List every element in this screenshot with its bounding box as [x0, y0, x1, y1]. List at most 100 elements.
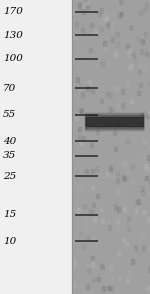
Bar: [82, 9, 85, 14]
Bar: [130, 98, 133, 103]
Bar: [75, 116, 78, 120]
Bar: [109, 124, 112, 128]
Bar: [79, 232, 82, 236]
Bar: [116, 42, 119, 47]
Bar: [79, 53, 82, 57]
Bar: [74, 35, 77, 39]
Bar: [147, 81, 150, 85]
Bar: [128, 26, 131, 31]
Bar: [126, 169, 129, 174]
Bar: [91, 211, 94, 215]
Bar: [75, 22, 78, 27]
Bar: [147, 155, 150, 160]
Bar: [92, 278, 94, 283]
Bar: [116, 120, 119, 125]
Bar: [117, 207, 120, 212]
Bar: [119, 127, 122, 131]
Bar: [123, 176, 126, 181]
Bar: [132, 52, 135, 57]
Bar: [74, 258, 77, 262]
Bar: [137, 91, 140, 95]
Bar: [118, 13, 121, 18]
Bar: [126, 44, 129, 48]
Bar: [75, 207, 78, 212]
Bar: [98, 15, 101, 19]
Bar: [134, 210, 137, 214]
Bar: [99, 263, 102, 267]
Bar: [82, 245, 85, 249]
Bar: [110, 166, 112, 170]
FancyBboxPatch shape: [86, 117, 143, 127]
Bar: [117, 252, 120, 256]
Bar: [147, 216, 150, 220]
Bar: [149, 218, 150, 223]
Bar: [81, 92, 84, 96]
Bar: [144, 52, 147, 56]
Bar: [141, 213, 144, 217]
Bar: [117, 104, 120, 108]
Bar: [92, 278, 95, 282]
Bar: [123, 161, 126, 166]
Bar: [96, 130, 99, 134]
Bar: [142, 246, 145, 251]
Bar: [130, 64, 133, 69]
Bar: [138, 64, 141, 68]
Bar: [114, 52, 117, 57]
Bar: [94, 30, 97, 34]
Bar: [97, 277, 100, 281]
Bar: [122, 122, 125, 126]
Bar: [131, 178, 134, 183]
Bar: [80, 109, 83, 113]
Text: 100: 100: [3, 54, 23, 63]
Bar: [78, 135, 81, 140]
Bar: [82, 136, 85, 141]
Bar: [95, 166, 98, 171]
Bar: [77, 208, 80, 213]
Bar: [141, 39, 144, 44]
Bar: [99, 14, 102, 19]
Bar: [106, 219, 110, 223]
Bar: [78, 86, 81, 91]
Bar: [123, 207, 126, 212]
Bar: [143, 210, 146, 214]
Bar: [109, 168, 112, 172]
Bar: [138, 196, 141, 201]
Bar: [73, 283, 76, 287]
Bar: [139, 83, 142, 87]
Bar: [113, 131, 116, 135]
Bar: [126, 139, 129, 143]
Bar: [91, 262, 94, 267]
Bar: [107, 286, 110, 290]
Bar: [81, 28, 84, 32]
Bar: [126, 278, 129, 283]
Bar: [120, 12, 123, 16]
Bar: [121, 103, 124, 108]
Bar: [148, 111, 150, 115]
Bar: [114, 147, 117, 151]
Bar: [103, 41, 106, 46]
Bar: [139, 10, 142, 15]
Bar: [111, 175, 114, 179]
Bar: [79, 141, 82, 145]
Bar: [84, 0, 87, 1]
Text: 40: 40: [3, 137, 16, 146]
Text: 15: 15: [3, 210, 16, 219]
Bar: [72, 0, 150, 294]
Bar: [101, 10, 104, 14]
Bar: [91, 185, 94, 189]
Bar: [91, 256, 94, 260]
Bar: [137, 199, 140, 203]
Bar: [91, 89, 94, 93]
Text: 70: 70: [3, 84, 16, 93]
Bar: [119, 0, 122, 4]
Bar: [106, 24, 109, 28]
Bar: [141, 234, 144, 238]
Bar: [92, 203, 95, 207]
Bar: [88, 209, 91, 213]
Bar: [86, 85, 89, 89]
Bar: [145, 3, 148, 8]
Bar: [109, 265, 112, 270]
Bar: [90, 23, 93, 27]
Bar: [140, 49, 142, 54]
Bar: [76, 77, 79, 82]
